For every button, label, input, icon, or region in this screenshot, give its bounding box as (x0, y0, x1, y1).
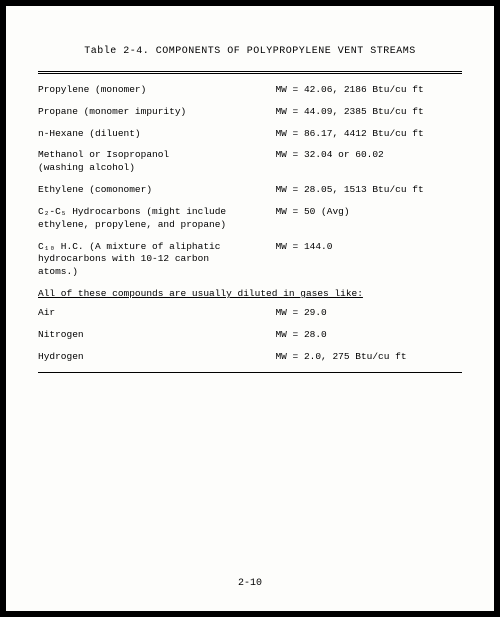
table-row: Propylene (monomer)MW = 42.06, 2186 Btu/… (38, 84, 462, 97)
component-value: MW = 29.0 (275, 307, 462, 320)
table-row: C₂-C₅ Hydrocarbons (might include ethyle… (38, 206, 462, 232)
component-value: MW = 44.09, 2385 Btu/cu ft (275, 106, 462, 119)
component-value: MW = 32.04 or 60.02 (275, 149, 462, 175)
table-title: Table 2-4. COMPONENTS OF POLYPROPYLENE V… (38, 46, 462, 57)
component-name: Propane (monomer impurity) (38, 106, 275, 119)
table-row: n-Hexane (diluent)MW = 86.17, 4412 Btu/c… (38, 128, 462, 141)
table-row: Propane (monomer impurity)MW = 44.09, 23… (38, 106, 462, 119)
component-name: Methanol or Isopropanol (washing alcohol… (38, 149, 275, 175)
component-name: Air (38, 307, 275, 320)
component-name: C₁₀ H.C. (A mixture of aliphatic hydroca… (38, 241, 275, 279)
table-body-upper: Propylene (monomer)MW = 42.06, 2186 Btu/… (38, 84, 462, 279)
table-row: NitrogenMW = 28.0 (38, 329, 462, 342)
component-value: MW = 28.0 (275, 329, 462, 342)
component-name: C₂-C₅ Hydrocarbons (might include ethyle… (38, 206, 275, 232)
component-value: MW = 50 (Avg) (275, 206, 462, 232)
page-number: 2-10 (6, 578, 494, 589)
table-row: AirMW = 29.0 (38, 307, 462, 320)
component-value: MW = 2.0, 275 Btu/cu ft (275, 351, 462, 364)
top-double-rule (38, 71, 462, 74)
table-row: Ethylene (comonomer)MW = 28.05, 1513 Btu… (38, 184, 462, 197)
bottom-rule (38, 372, 462, 373)
dilution-note: All of these compounds are usually dilut… (38, 288, 462, 299)
component-name: Nitrogen (38, 329, 275, 342)
table-row: HydrogenMW = 2.0, 275 Btu/cu ft (38, 351, 462, 364)
table-body-lower: AirMW = 29.0NitrogenMW = 28.0HydrogenMW … (38, 307, 462, 363)
component-name: n-Hexane (diluent) (38, 128, 275, 141)
document-page: Table 2-4. COMPONENTS OF POLYPROPYLENE V… (6, 6, 494, 611)
component-name: Hydrogen (38, 351, 275, 364)
table-row: C₁₀ H.C. (A mixture of aliphatic hydroca… (38, 241, 462, 279)
table-row: Methanol or Isopropanol (washing alcohol… (38, 149, 462, 175)
component-value: MW = 86.17, 4412 Btu/cu ft (275, 128, 462, 141)
component-value: MW = 28.05, 1513 Btu/cu ft (275, 184, 462, 197)
component-name: Ethylene (comonomer) (38, 184, 275, 197)
component-value: MW = 144.0 (275, 241, 462, 279)
component-value: MW = 42.06, 2186 Btu/cu ft (275, 84, 462, 97)
component-name: Propylene (monomer) (38, 84, 275, 97)
